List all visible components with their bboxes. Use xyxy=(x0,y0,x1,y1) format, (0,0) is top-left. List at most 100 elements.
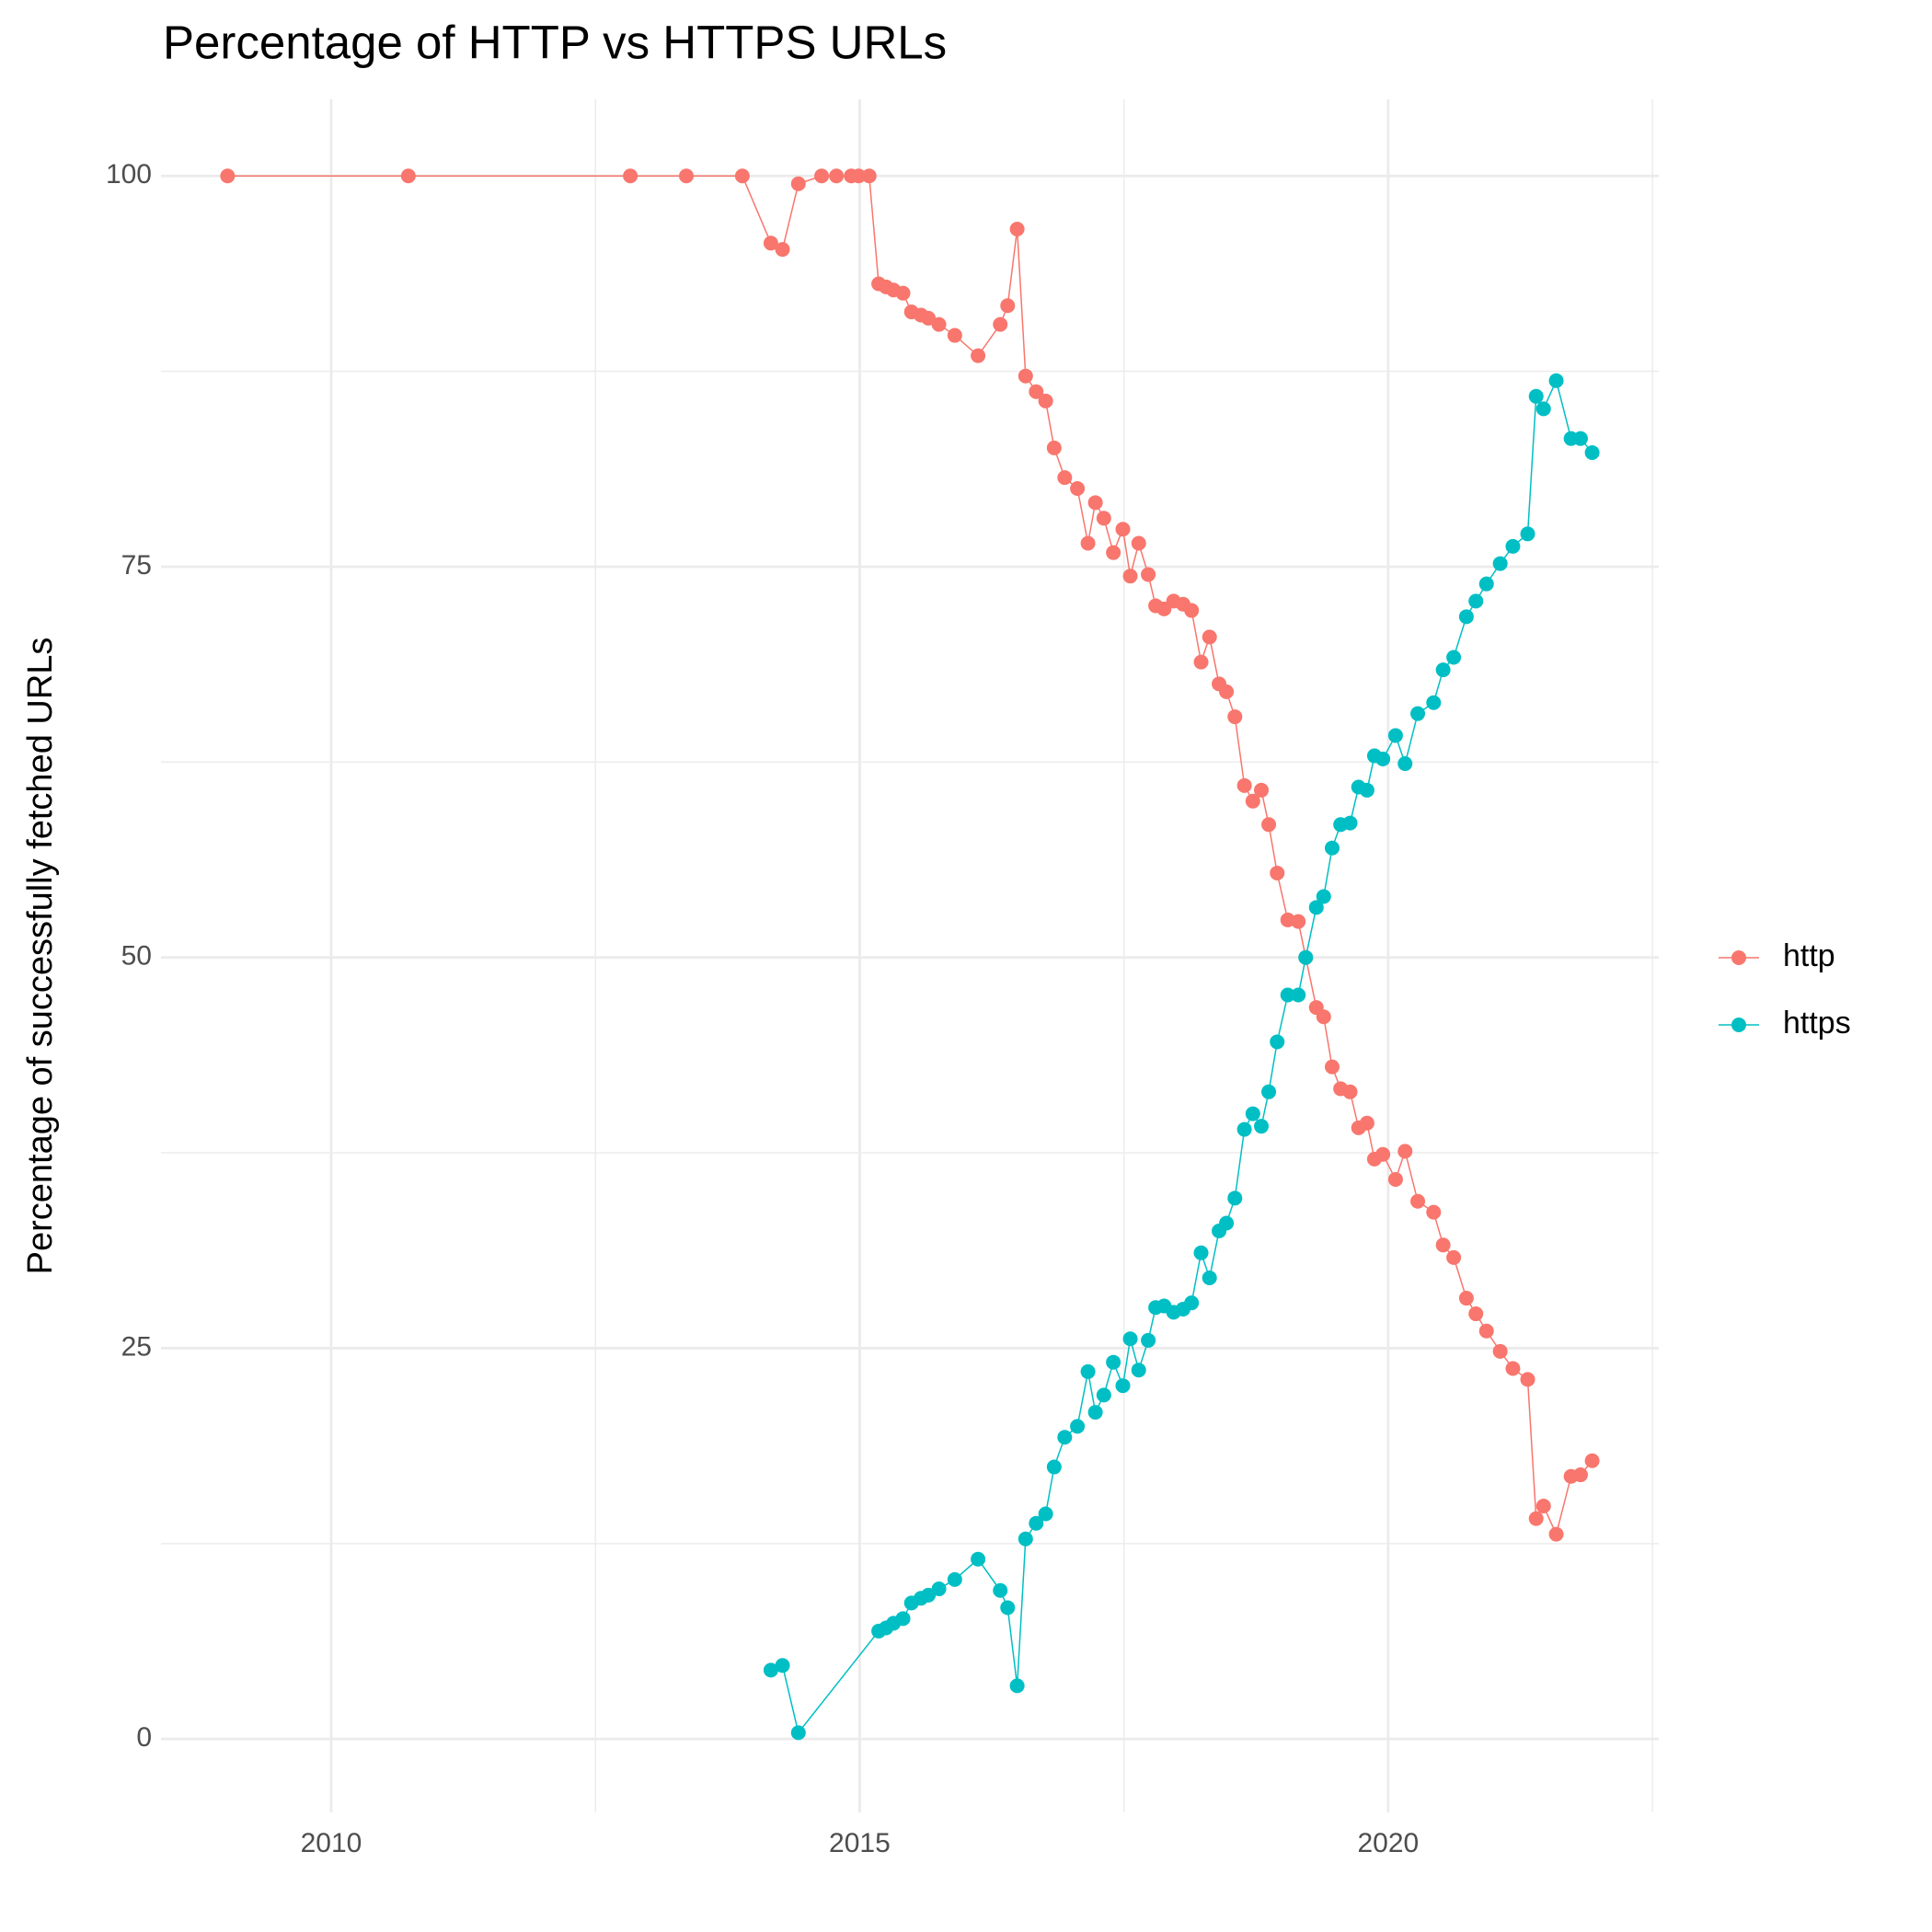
data-point xyxy=(829,168,845,184)
data-point xyxy=(1316,889,1331,904)
y-tick-label: 75 xyxy=(121,550,152,581)
data-point xyxy=(1291,987,1306,1003)
data-point xyxy=(1426,1204,1442,1220)
data-point xyxy=(1446,1249,1462,1265)
data-point xyxy=(1009,222,1025,237)
data-point xyxy=(1227,709,1243,725)
data-point xyxy=(1046,1459,1062,1475)
x-tick-label: 2015 xyxy=(829,1828,891,1858)
data-point xyxy=(1202,629,1217,645)
data-point xyxy=(1254,1119,1270,1134)
data-point xyxy=(1029,384,1044,399)
data-point xyxy=(1018,1531,1033,1547)
data-point xyxy=(1505,1361,1521,1376)
legend-marker xyxy=(1731,1018,1746,1032)
data-point xyxy=(971,348,986,363)
data-point xyxy=(1122,569,1138,584)
data-point xyxy=(1236,1121,1252,1137)
data-point xyxy=(1492,556,1508,571)
data-point xyxy=(1410,1193,1426,1209)
data-point xyxy=(1115,1378,1131,1394)
legend-label: https xyxy=(1783,1006,1851,1041)
data-point xyxy=(775,242,790,258)
data-point xyxy=(1000,1600,1016,1616)
data-point xyxy=(895,1611,911,1627)
data-point xyxy=(1270,865,1285,880)
y-axis-label: Percentage of successfully fetched URLs xyxy=(21,638,60,1275)
x-tick-label: 2010 xyxy=(301,1828,362,1858)
data-point xyxy=(1426,695,1442,710)
y-tick-label: 50 xyxy=(121,941,152,972)
data-point xyxy=(1548,373,1564,388)
data-point xyxy=(790,1725,806,1741)
data-point xyxy=(1096,1387,1111,1403)
data-point xyxy=(1478,576,1494,592)
data-point xyxy=(1375,751,1391,766)
data-point xyxy=(1572,431,1588,446)
grid xyxy=(161,99,1659,1812)
data-point xyxy=(1131,1363,1146,1378)
data-point xyxy=(1505,538,1521,554)
data-point xyxy=(1308,900,1324,915)
data-point xyxy=(1528,1511,1544,1526)
data-point xyxy=(1458,1291,1474,1306)
data-point xyxy=(1298,949,1314,965)
data-point xyxy=(851,168,867,184)
data-point xyxy=(1584,444,1600,460)
data-point xyxy=(1572,1467,1588,1483)
data-point xyxy=(1000,298,1016,314)
data-point xyxy=(1141,567,1156,582)
data-point xyxy=(1193,654,1209,670)
data-point xyxy=(993,316,1008,332)
y-tick-label: 0 xyxy=(136,1722,152,1753)
data-point xyxy=(220,168,236,184)
data-point xyxy=(1184,1295,1200,1311)
data-point xyxy=(1219,684,1235,699)
data-point xyxy=(1458,609,1474,625)
data-point xyxy=(1359,1115,1374,1131)
data-point xyxy=(1535,1499,1551,1514)
data-point xyxy=(1435,1237,1451,1253)
data-point xyxy=(623,168,638,184)
data-point xyxy=(1245,793,1260,809)
data-point xyxy=(1018,368,1033,384)
data-point xyxy=(679,168,695,184)
data-point xyxy=(1080,535,1096,551)
data-point xyxy=(1492,1343,1508,1359)
data-point xyxy=(1359,782,1374,798)
y-tick-label: 100 xyxy=(106,159,152,190)
data-point xyxy=(1520,526,1535,542)
legend-marker xyxy=(1731,950,1746,965)
data-point xyxy=(1070,1419,1086,1434)
data-point xyxy=(1478,1323,1494,1339)
data-point xyxy=(1528,388,1544,404)
data-point xyxy=(1219,1215,1235,1231)
data-point xyxy=(1520,1372,1535,1387)
data-point xyxy=(1096,511,1111,526)
data-point xyxy=(895,285,911,301)
data-point xyxy=(1202,1270,1217,1285)
data-point xyxy=(931,1581,947,1597)
data-point xyxy=(1070,481,1086,497)
data-point xyxy=(1087,1405,1103,1420)
data-point xyxy=(1387,1171,1403,1187)
data-point xyxy=(1106,545,1121,560)
data-point xyxy=(971,1551,986,1567)
data-point xyxy=(931,316,947,332)
data-point xyxy=(1046,440,1062,455)
data-point xyxy=(1131,535,1146,551)
data-point xyxy=(814,168,830,184)
data-point xyxy=(1397,1144,1413,1159)
data-point xyxy=(1227,1190,1243,1206)
data-point xyxy=(1397,756,1413,772)
data-point xyxy=(1009,1678,1025,1694)
data-point xyxy=(1057,470,1073,486)
data-point xyxy=(1468,1306,1484,1322)
data-point xyxy=(734,168,750,184)
data-point xyxy=(1254,782,1270,798)
data-point xyxy=(1057,1430,1073,1445)
data-point xyxy=(1342,815,1358,831)
data-point xyxy=(1261,817,1277,833)
data-point xyxy=(1029,1515,1044,1531)
data-point xyxy=(1261,1084,1277,1099)
